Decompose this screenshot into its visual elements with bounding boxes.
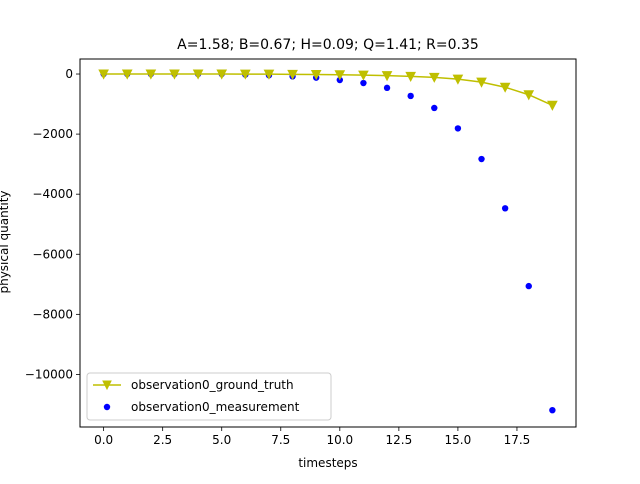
chart-title: A=1.58; B=0.67; H=0.09; Q=1.41; R=0.35	[177, 37, 479, 53]
ground-truth-marker	[145, 69, 157, 80]
ground-truth-marker	[263, 69, 275, 80]
x-tick-label: 10.0	[326, 433, 353, 447]
ground-truth-line	[103, 73, 553, 106]
legend-circle-marker	[103, 403, 111, 411]
y-axis-label: physical quantity	[0, 190, 11, 293]
ground-truth-marker	[287, 69, 298, 80]
ground-truth-marker	[169, 69, 180, 80]
axis-ticks: 0.0 2.5 5.0 7.5 10.0 12.5 15.0 17.5 0 −2000 −4000 −…	[25, 67, 531, 447]
legend-frame	[86, 372, 332, 421]
measurement-point	[549, 406, 556, 414]
y-tick-label: −10000	[25, 367, 73, 381]
measurement-point	[383, 84, 391, 92]
measurement-point	[407, 92, 414, 100]
ground-truth-marker	[452, 74, 464, 85]
x-tick-label: 12.5	[385, 433, 412, 447]
ground-truth-marker	[216, 69, 228, 80]
ground-truth-marker	[334, 70, 346, 81]
y-tick-label: −2000	[32, 127, 73, 141]
ground-truth-marker	[98, 69, 109, 80]
measurement-point	[525, 282, 532, 290]
measurement-point	[360, 79, 367, 87]
x-tick-label: 15.0	[445, 433, 472, 447]
ground-truth-marker	[523, 90, 535, 101]
ground-truth-marker	[358, 70, 369, 81]
x-axis-label: timesteps	[298, 456, 357, 470]
axes-frame	[79, 58, 577, 428]
y-tick-label: 0	[65, 67, 73, 81]
measurement-point	[431, 104, 438, 112]
plot-area	[98, 69, 558, 414]
x-tick-label: 0.0	[94, 433, 113, 447]
legend: observation0_ground_truth observation0_m…	[86, 372, 332, 421]
ground-truth-marker	[499, 82, 511, 93]
y-tick-label: −8000	[32, 307, 73, 321]
measurement-point	[454, 125, 462, 132]
x-tick-label: 5.0	[212, 433, 231, 447]
ground-truth-marker	[192, 69, 204, 80]
x-tick-label: 17.5	[504, 433, 531, 447]
ground-truth-marker	[405, 71, 416, 82]
ground-truth-marker	[428, 72, 440, 83]
ground-truth-marker	[121, 69, 133, 80]
ground-truth-marker	[310, 69, 322, 81]
legend-label-measurement: observation0_measurement	[131, 400, 300, 414]
legend-triangle-marker	[102, 380, 112, 391]
x-tick-label: 2.5	[153, 433, 172, 447]
ground-truth-marker	[476, 77, 487, 88]
y-tick-label: −4000	[32, 187, 73, 201]
ground-truth-marker	[381, 71, 393, 82]
x-tick-label: 7.5	[271, 433, 290, 447]
ground-truth-marker	[547, 100, 558, 111]
ground-truth-marker	[240, 69, 251, 80]
y-tick-label: −6000	[32, 247, 73, 261]
measurement-point	[501, 205, 509, 212]
legend-label-ground-truth: observation0_ground_truth	[131, 378, 294, 392]
measurement-point	[478, 155, 485, 163]
